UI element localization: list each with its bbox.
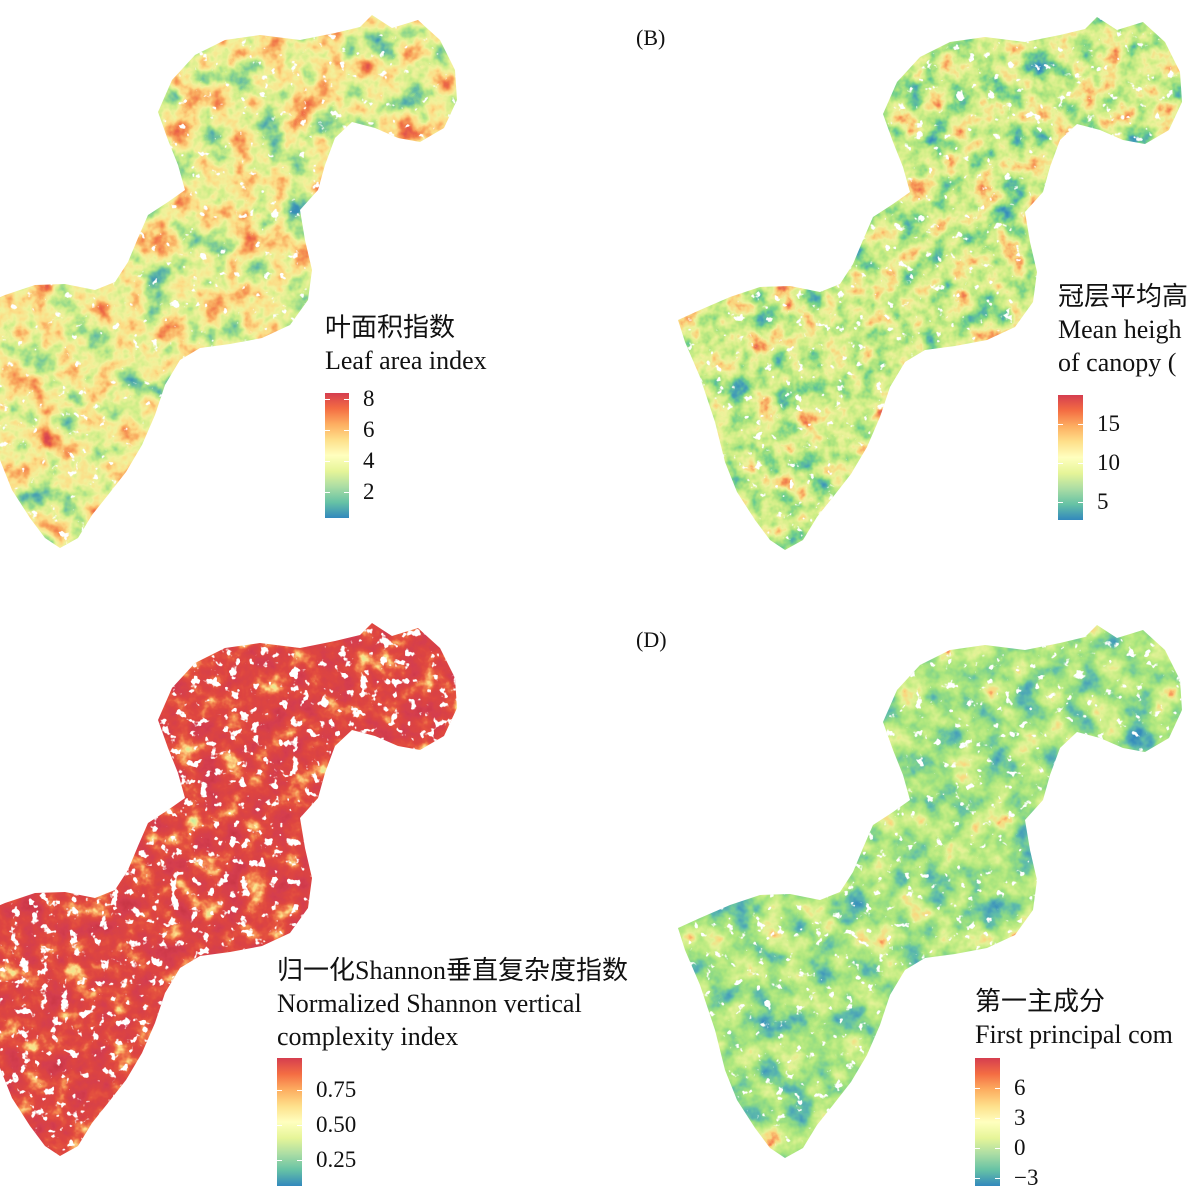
colorbar-leaf-area-index [325, 393, 349, 518]
shannon-vertical-complexity-map [0, 623, 457, 1156]
colorbar-tick [1078, 463, 1083, 464]
colorbar-tick-label: 2 [363, 479, 375, 504]
colorbar-shannon-complexity [277, 1058, 302, 1186]
legend-title-first-principal-component: 第一主成分 First principal com [975, 985, 1189, 1051]
legend-title-line: 叶面积指数 [325, 313, 456, 342]
colorbar-tick [1078, 424, 1083, 425]
colorbar-tick-label: 3 [1014, 1105, 1026, 1130]
colorbar-tick [325, 399, 330, 400]
map-gaps [0, 623, 457, 1156]
colorbar-tick [297, 1090, 302, 1091]
colorbar-tick [1078, 502, 1083, 503]
colorbar-tick [297, 1125, 302, 1126]
colorbar-tick [975, 1118, 980, 1119]
leaf-area-index-map [0, 15, 457, 548]
colorbar-tick [277, 1125, 282, 1126]
colorbar-tick [1058, 502, 1063, 503]
colorbar-tick [277, 1090, 282, 1091]
colorbar-tick-label: 5 [1097, 489, 1109, 514]
colorbar-tick [344, 461, 349, 462]
legend-title-line: Mean heigh [1058, 315, 1182, 344]
colorbar-tick [344, 492, 349, 493]
legend-title-line: 冠层平均高 [1058, 282, 1189, 311]
colorbar-tick-label: 0 [1014, 1135, 1026, 1160]
first-principal-component-map [678, 625, 1182, 1158]
panel-label-d: (D) [636, 627, 667, 652]
legend-title-shannon-complexity: 归一化Shannon垂直复杂度指数 Normalized Shannon ver… [277, 954, 697, 1053]
panel-label-b: (B) [636, 25, 666, 50]
legend-title-line: First principal com [975, 1020, 1173, 1049]
legend-title-line: Normalized Shannon vertical [277, 989, 582, 1018]
colorbar-tick [1058, 463, 1063, 464]
colorbar-tick [975, 1178, 980, 1179]
colorbar-tick-label: 4 [363, 448, 375, 473]
colorbar-tick [344, 430, 349, 431]
colorbar-tick-label: 0.75 [316, 1077, 357, 1102]
colorbar-tick [297, 1160, 302, 1161]
legend-title-line: of canopy ( [1058, 348, 1177, 377]
legend-title-canopy-mean-height: 冠层平均高 Mean heigh of canopy ( [1058, 280, 1189, 379]
legend-title-line: Leaf area index [325, 346, 487, 375]
colorbar-tick [975, 1088, 980, 1089]
colorbar-canopy-mean-height [1058, 395, 1083, 520]
colorbar-tick [995, 1088, 1000, 1089]
colorbar-tick [995, 1148, 1000, 1149]
legend-title-line: 归一化Shannon垂直复杂度指数 [277, 956, 629, 985]
colorbar-tick [995, 1118, 1000, 1119]
colorbar-first-principal-component [975, 1058, 1000, 1186]
colorbar-tick [995, 1178, 1000, 1179]
colorbar-tick-label: 0.50 [316, 1112, 357, 1137]
legend-title-line: complexity index [277, 1022, 459, 1051]
colorbar-tick-label: 15 [1097, 411, 1120, 436]
colorbar-tick-label: 10 [1097, 450, 1120, 475]
colorbar-tick [325, 492, 330, 493]
colorbar-tick-label: 6 [363, 417, 375, 442]
colorbar-tick-label: 6 [1014, 1075, 1026, 1100]
map-gaps [678, 625, 1182, 1158]
colorbar-tick-label: 8 [363, 386, 375, 411]
colorbar-tick [1058, 424, 1063, 425]
colorbar-tick [344, 399, 349, 400]
map-gaps [0, 15, 457, 548]
colorbar-tick-label: −3 [1014, 1165, 1039, 1188]
colorbar-tick [277, 1160, 282, 1161]
colorbar-tick [325, 430, 330, 431]
legend-title-leaf-area-index: 叶面积指数 Leaf area index [325, 311, 585, 377]
colorbar-tick [325, 461, 330, 462]
legend-title-line: 第一主成分 [975, 987, 1106, 1016]
colorbar-tick-label: 0.25 [316, 1147, 357, 1172]
colorbar-tick [975, 1148, 980, 1149]
